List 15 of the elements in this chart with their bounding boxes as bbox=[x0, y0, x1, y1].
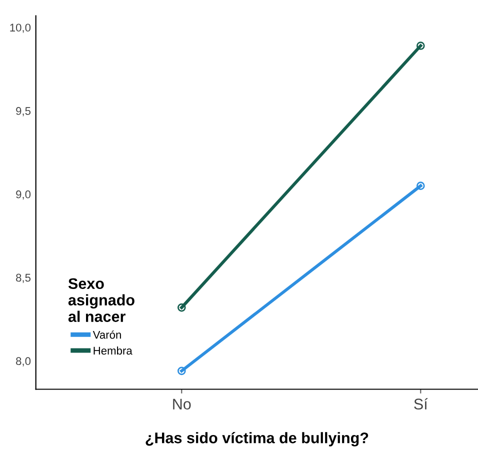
y-tick-label: 9,5 bbox=[16, 107, 31, 116]
legend-label: Varón bbox=[92, 330, 121, 339]
point bbox=[177, 303, 186, 312]
legend-title: Sexo asignado al nacer bbox=[68, 278, 134, 322]
point bbox=[416, 42, 425, 50]
y-tick-label: 10,0 bbox=[10, 24, 31, 33]
point bbox=[416, 182, 425, 190]
y-tick-label: 8,0 bbox=[16, 357, 31, 366]
point bbox=[177, 366, 186, 376]
x-tick-label: Sí bbox=[414, 398, 428, 410]
legend-label: Hembra bbox=[94, 346, 132, 355]
y-tick-label: 9,0 bbox=[16, 190, 31, 200]
y-tick-label: 8,5 bbox=[16, 274, 31, 283]
x-tick-label: No bbox=[173, 398, 191, 410]
x-axis-title: ¿Has sido víctima de bullying? bbox=[146, 432, 368, 446]
